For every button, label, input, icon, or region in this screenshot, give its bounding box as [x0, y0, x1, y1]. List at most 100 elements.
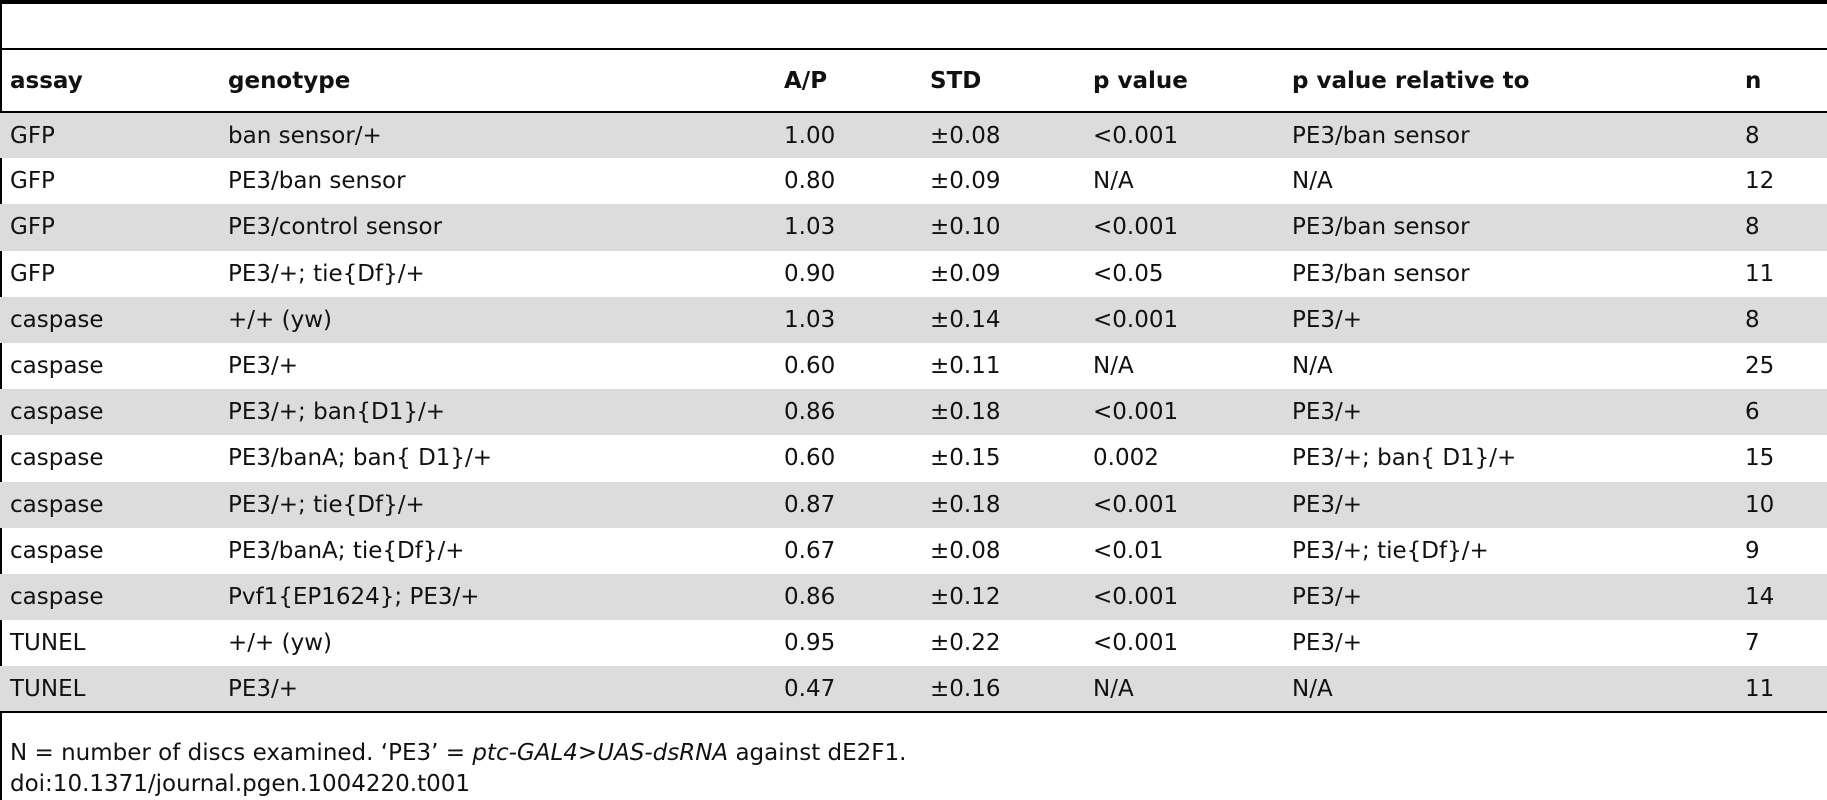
cell-ap-ratio: 0.86 — [784, 583, 836, 610]
cell-p-value: <0.001 — [1093, 214, 1179, 241]
cell-genotype: PE3/+; ban{D1}/+ — [228, 399, 446, 426]
cell-genotype: PE3/+ — [228, 353, 299, 380]
cell-assay: GFP — [10, 260, 55, 287]
cell-n-count: 25 — [1745, 353, 1775, 380]
cell-std: ±0.18 — [930, 491, 1001, 518]
cell-ap-ratio: 0.87 — [784, 491, 836, 518]
cell-ap-ratio: 0.67 — [784, 537, 836, 564]
cell-p-value-relative-to: PE3/+ — [1292, 583, 1363, 610]
cell-assay: caspase — [10, 491, 104, 518]
table-row: caspase PE3/banA; tie{Df}/+ 0.67 ±0.08 <0.01… — [0, 528, 1827, 574]
column-header-ap-ratio: A/P — [784, 67, 828, 94]
cell-genotype: PE3/banA; ban{ D1}/+ — [228, 445, 493, 472]
column-header-p-value-relative-to: p value relative to — [1292, 67, 1530, 94]
cell-std: ±0.16 — [930, 675, 1001, 702]
cell-genotype: Pvf1{EP1624}; PE3/+ — [228, 583, 480, 610]
data-table: assay genotype A/P STD p value p value relati… — [0, 48, 1827, 713]
cell-p-value-relative-to: PE3/+ — [1292, 630, 1363, 657]
table-row: caspase PE3/+; tie{Df}/+ 0.87 ±0.18 <0.001 PE… — [0, 481, 1827, 528]
cell-genotype: +/+ (yw) — [228, 630, 332, 657]
cell-ap-ratio: 1.00 — [784, 122, 836, 149]
cell-assay: GFP — [10, 214, 55, 241]
cell-std: ±0.10 — [930, 214, 1001, 241]
column-header-p-value: p value — [1093, 67, 1188, 94]
header-row: assay genotype A/P STD p value p value relati… — [0, 49, 1827, 112]
table-row: TUNEL +/+ (yw) 0.95 ±0.22 <0.001 PE3/+ 7 — [0, 620, 1827, 666]
footnote-italic: ptc-GAL4>UAS-dsRNA — [472, 740, 729, 766]
cell-p-value-relative-to: PE3/+; tie{Df}/+ — [1292, 537, 1489, 564]
cell-ap-ratio: 0.47 — [784, 675, 836, 702]
cell-std: ±0.22 — [930, 630, 1001, 657]
cell-assay: caspase — [10, 353, 104, 380]
cell-std: ±0.18 — [930, 399, 1001, 426]
cell-n-count: 15 — [1745, 445, 1775, 472]
cell-n-count: 11 — [1745, 260, 1775, 287]
cell-p-value: <0.001 — [1093, 491, 1179, 518]
cell-genotype: PE3/+; tie{Df}/+ — [228, 491, 425, 518]
cell-p-value: <0.001 — [1093, 306, 1179, 333]
column-header-n-count: n — [1745, 67, 1762, 94]
cell-assay: GFP — [10, 122, 55, 149]
cell-std: ±0.08 — [930, 122, 1001, 149]
cell-ap-ratio: 0.60 — [784, 445, 836, 472]
cell-genotype: PE3/+; tie{Df}/+ — [228, 260, 425, 287]
cell-std: ±0.14 — [930, 306, 1001, 333]
cell-std: ±0.12 — [930, 583, 1001, 610]
footnote-suffix: against dE2F1. — [728, 740, 907, 766]
table-row: TUNEL PE3/+ 0.47 ±0.16 N/A N/A 11 — [0, 666, 1827, 713]
cell-p-value: 0.002 — [1093, 445, 1159, 472]
cell-assay: caspase — [10, 537, 104, 564]
cell-ap-ratio: 0.95 — [784, 630, 836, 657]
cell-n-count: 10 — [1745, 491, 1775, 518]
cell-p-value: <0.001 — [1093, 399, 1179, 426]
cell-n-count: 11 — [1745, 675, 1775, 702]
cell-p-value: N/A — [1093, 353, 1134, 380]
table-body: GFP ban sensor/+ 1.00 ±0.08 <0.001 PE3/ban se… — [0, 112, 1827, 713]
cell-p-value-relative-to: PE3/ban sensor — [1292, 260, 1470, 287]
footnote: N = number of discs examined. ‘PE3’ = pt… — [10, 738, 906, 769]
column-header-assay: assay — [10, 67, 83, 94]
cell-genotype: PE3/ban sensor — [228, 168, 406, 195]
table-notes: N = number of discs examined. ‘PE3’ = pt… — [10, 738, 906, 800]
cell-p-value: N/A — [1093, 168, 1134, 195]
cell-ap-ratio: 0.90 — [784, 260, 836, 287]
table-row: GFP PE3/+; tie{Df}/+ 0.90 ±0.09 <0.05 PE3/ban… — [0, 251, 1827, 297]
cell-p-value: <0.001 — [1093, 583, 1179, 610]
cell-p-value-relative-to: N/A — [1292, 168, 1333, 195]
table-row: caspase PE3/+ 0.60 ±0.11 N/A N/A 25 — [0, 343, 1827, 389]
cell-assay: caspase — [10, 399, 104, 426]
cell-n-count: 12 — [1745, 168, 1775, 195]
cell-ap-ratio: 0.80 — [784, 168, 836, 195]
cell-p-value: N/A — [1093, 675, 1134, 702]
cell-genotype: +/+ (yw) — [228, 306, 332, 333]
cell-n-count: 7 — [1745, 630, 1760, 657]
cell-p-value: <0.001 — [1093, 122, 1179, 149]
cell-std: ±0.15 — [930, 445, 1001, 472]
data-table-container: assay genotype A/P STD p value p value relati… — [0, 48, 1827, 713]
cell-n-count: 8 — [1745, 214, 1760, 241]
cell-assay: caspase — [10, 445, 104, 472]
cell-p-value-relative-to: PE3/+ — [1292, 399, 1363, 426]
cell-assay: caspase — [10, 306, 104, 333]
cell-n-count: 8 — [1745, 122, 1760, 149]
cell-ap-ratio: 1.03 — [784, 214, 836, 241]
doi-text: doi:10.1371/journal.pgen.1004220.t001 — [10, 771, 471, 797]
table-row: caspase Pvf1{EP1624}; PE3/+ 0.86 ±0.12 <0.00… — [0, 573, 1827, 621]
top-rule — [0, 0, 1827, 4]
cell-genotype: PE3/+ — [228, 675, 299, 702]
cell-n-count: 9 — [1745, 537, 1760, 564]
cell-assay: caspase — [10, 583, 104, 610]
cell-p-value-relative-to: N/A — [1292, 675, 1333, 702]
cell-n-count: 6 — [1745, 399, 1760, 426]
cell-genotype: PE3/banA; tie{Df}/+ — [228, 537, 465, 564]
cell-assay: GFP — [10, 168, 55, 195]
cell-assay: TUNEL — [10, 675, 86, 702]
cell-p-value: <0.001 — [1093, 630, 1179, 657]
column-header-genotype: genotype — [228, 67, 351, 94]
cell-assay: TUNEL — [10, 630, 86, 657]
cell-p-value-relative-to: PE3/+; ban{ D1}/+ — [1292, 445, 1517, 472]
table-row: caspase +/+ (yw) 1.03 ±0.14 <0.001 PE3/+ 8 — [0, 296, 1827, 343]
cell-p-value-relative-to: PE3/ban sensor — [1292, 122, 1470, 149]
cell-p-value: <0.05 — [1093, 260, 1164, 287]
cell-std: ±0.11 — [930, 353, 1001, 380]
